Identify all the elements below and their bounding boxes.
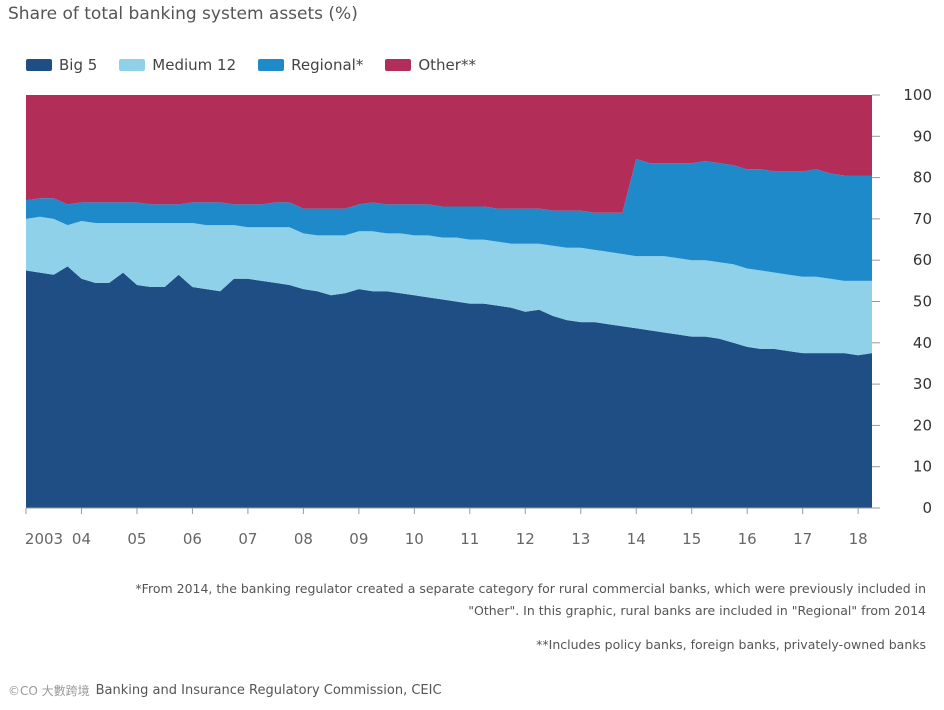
y-tick-label: 100 <box>903 86 932 104</box>
x-tick-label: 10 <box>405 530 424 548</box>
legend-swatch-big5 <box>26 59 52 71</box>
legend-item-other: Other** <box>385 56 476 74</box>
x-tick-label: 18 <box>849 530 868 548</box>
legend-label-medium12: Medium 12 <box>152 56 237 74</box>
y-tick-label: 60 <box>913 251 932 269</box>
x-tick-label: 2003 <box>25 530 63 548</box>
y-tick-label: 70 <box>913 210 932 228</box>
y-tick-label: 80 <box>913 169 932 187</box>
y-tick-label: 40 <box>913 334 932 352</box>
legend-swatch-regional <box>258 59 285 71</box>
y-tick-label: 10 <box>913 458 932 476</box>
y-tick-label: 50 <box>913 293 932 311</box>
stacked-area-chart: 2003 04 05 06 07 08 09 10 11 12 13 14 15 16 17 18 01020… <box>25 86 932 548</box>
x-tick-label: 09 <box>349 530 368 548</box>
y-axis: 0 10 20 30 40 50 60 70 80 90 100 <box>872 86 932 517</box>
chart-title: Share of total banking system assets (%) <box>8 4 358 24</box>
area-layer <box>26 95 872 508</box>
area-medium12 <box>26 216 872 356</box>
area-regional <box>26 159 872 281</box>
x-tick-label: 12 <box>516 530 535 548</box>
legend-label-regional: Regional* <box>291 56 364 74</box>
source-text: Banking and Insurance Regulatory Commiss… <box>95 683 442 698</box>
x-tick-label: 15 <box>682 530 701 548</box>
area-big5 <box>26 266 872 508</box>
y-tick-label: 90 <box>913 127 932 145</box>
legend-swatch-other <box>385 59 412 71</box>
x-tick-label: 07 <box>238 530 257 548</box>
x-tick-label: 11 <box>460 530 479 548</box>
legend-label-other: Other** <box>418 56 476 74</box>
legend: Big 5 Medium 12 Regional* Other** <box>26 56 476 74</box>
legend-label-big5: Big 5 <box>59 56 98 74</box>
legend-item-medium12: Medium 12 <box>119 56 236 74</box>
x-tick-label: 04 <box>72 530 91 548</box>
x-axis: 2003 04 05 06 07 08 09 10 11 12 13 14 15 16 17 18 <box>25 507 872 548</box>
watermark: ©CO 大數跨境 <box>8 684 90 698</box>
x-tick-label: 06 <box>183 530 202 548</box>
area-other <box>26 95 872 213</box>
legend-item-big5: Big 5 <box>26 56 97 74</box>
x-tick-label: 16 <box>738 530 757 548</box>
source-line: ©CO 大數跨境 Banking and Insurance Regulator… <box>8 682 442 699</box>
footnote-other: **Includes policy banks, foreign banks, … <box>536 637 926 652</box>
y-tick-label: 30 <box>913 375 932 393</box>
y-tick-label: 0 <box>922 499 932 517</box>
x-tick-label: 05 <box>127 530 146 548</box>
legend-swatch-medium12 <box>119 59 146 71</box>
legend-item-regional: Regional* <box>258 56 363 74</box>
footnote-regional: *From 2014, the banking regulator create… <box>135 581 926 618</box>
y-tick-label: 20 <box>913 416 932 434</box>
x-tick-label: 14 <box>627 530 646 548</box>
x-tick-label: 17 <box>793 530 812 548</box>
x-tick-label: 08 <box>294 530 313 548</box>
x-tick-label: 13 <box>571 530 590 548</box>
